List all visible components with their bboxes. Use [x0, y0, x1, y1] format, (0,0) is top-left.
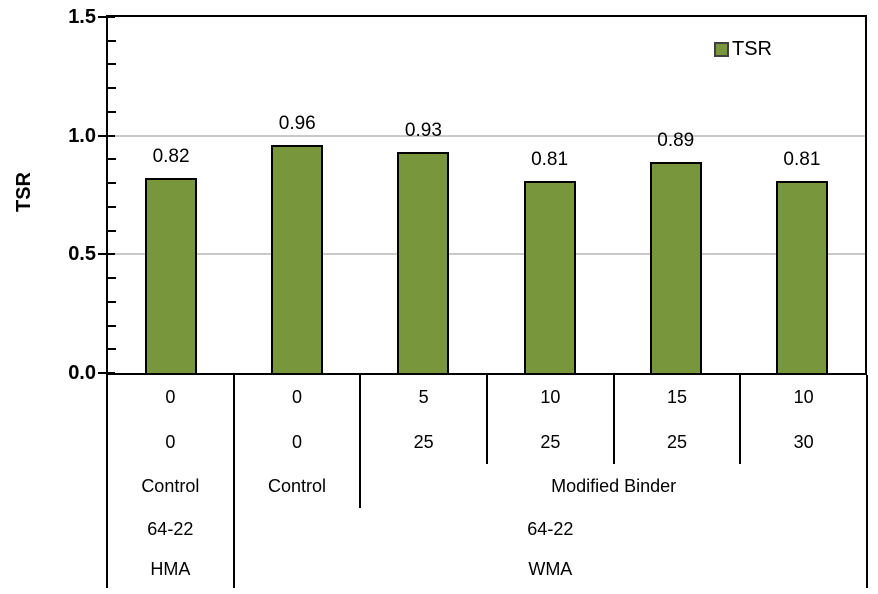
- category-label: Control: [141, 476, 200, 496]
- tsr-bar-6: [775, 180, 828, 373]
- bar-value-label-3: 0.93: [404, 120, 442, 142]
- y-tick-label-0.5: 0.5: [68, 243, 96, 266]
- y-minor-tick: [108, 182, 116, 185]
- category-label: 64-22: [147, 519, 194, 539]
- bar-value-label-1: 0.82: [152, 146, 190, 168]
- category-label: HMA: [150, 559, 191, 579]
- category-label: 0: [165, 387, 176, 407]
- category-divider: [866, 375, 868, 588]
- category-label: 25: [666, 432, 688, 452]
- category-label: WMA: [528, 559, 573, 579]
- category-divider: [106, 375, 108, 588]
- tsr-bar-4: [523, 180, 576, 373]
- bar-value-label-5: 0.89: [657, 129, 695, 151]
- tsr-bar-1: [145, 178, 198, 373]
- y-minor-tick: [108, 110, 116, 113]
- bar-value-label-4: 0.81: [531, 148, 569, 170]
- plot-area: TSR 0.82 0.96 0.93 0.81 0.89 0.81: [106, 15, 867, 375]
- gridline: [108, 253, 865, 256]
- category-divider: [739, 375, 742, 464]
- category-divider: [359, 375, 362, 508]
- y-minor-tick: [108, 63, 116, 66]
- bar-value-label-6: 0.81: [783, 148, 821, 170]
- bar-value-label-2: 0.96: [278, 113, 316, 135]
- category-label: Control: [267, 476, 327, 496]
- category-label: 0: [165, 432, 176, 452]
- y-major-tick: [98, 372, 115, 374]
- tsr-bar-3: [397, 152, 450, 373]
- legend-label: TSR: [732, 38, 772, 60]
- category-label: 10: [540, 387, 561, 407]
- category-label: 0: [291, 387, 302, 407]
- category-label: 25: [540, 432, 561, 452]
- y-major-tick: [98, 253, 115, 256]
- y-minor-tick: [108, 158, 116, 161]
- tsr-bar-5: [649, 161, 702, 373]
- y-tick-label-1.0: 1.0: [68, 124, 96, 147]
- y-tick-label-0.0: 0.0: [68, 362, 96, 384]
- y-minor-tick: [108, 324, 116, 327]
- category-divider: [232, 375, 235, 588]
- y-major-tick: [98, 134, 115, 137]
- y-minor-tick: [108, 87, 116, 90]
- category-label: 10: [793, 387, 814, 407]
- category-label: 15: [666, 387, 688, 407]
- y-minor-tick: [108, 277, 116, 280]
- y-minor-tick: [108, 205, 116, 208]
- legend: TSR: [714, 39, 772, 59]
- gridline: [108, 134, 865, 137]
- category-label: 0: [291, 432, 302, 452]
- category-label: 25: [413, 432, 434, 452]
- category-label: 30: [793, 432, 814, 452]
- category-divider: [486, 375, 488, 464]
- y-minor-tick: [108, 229, 116, 232]
- category-label: Modified Binder: [551, 476, 677, 496]
- legend-swatch-icon: [714, 41, 729, 57]
- category-label: 64-22: [527, 519, 574, 539]
- y-minor-tick: [108, 348, 116, 351]
- y-minor-tick: [108, 39, 116, 42]
- y-minor-tick: [108, 300, 116, 303]
- y-major-tick: [98, 16, 115, 18]
- category-divider: [612, 375, 615, 464]
- tsr-bar-2: [271, 145, 324, 373]
- y-tick-label-1.5: 1.5: [68, 6, 96, 28]
- category-label: 5: [418, 387, 429, 407]
